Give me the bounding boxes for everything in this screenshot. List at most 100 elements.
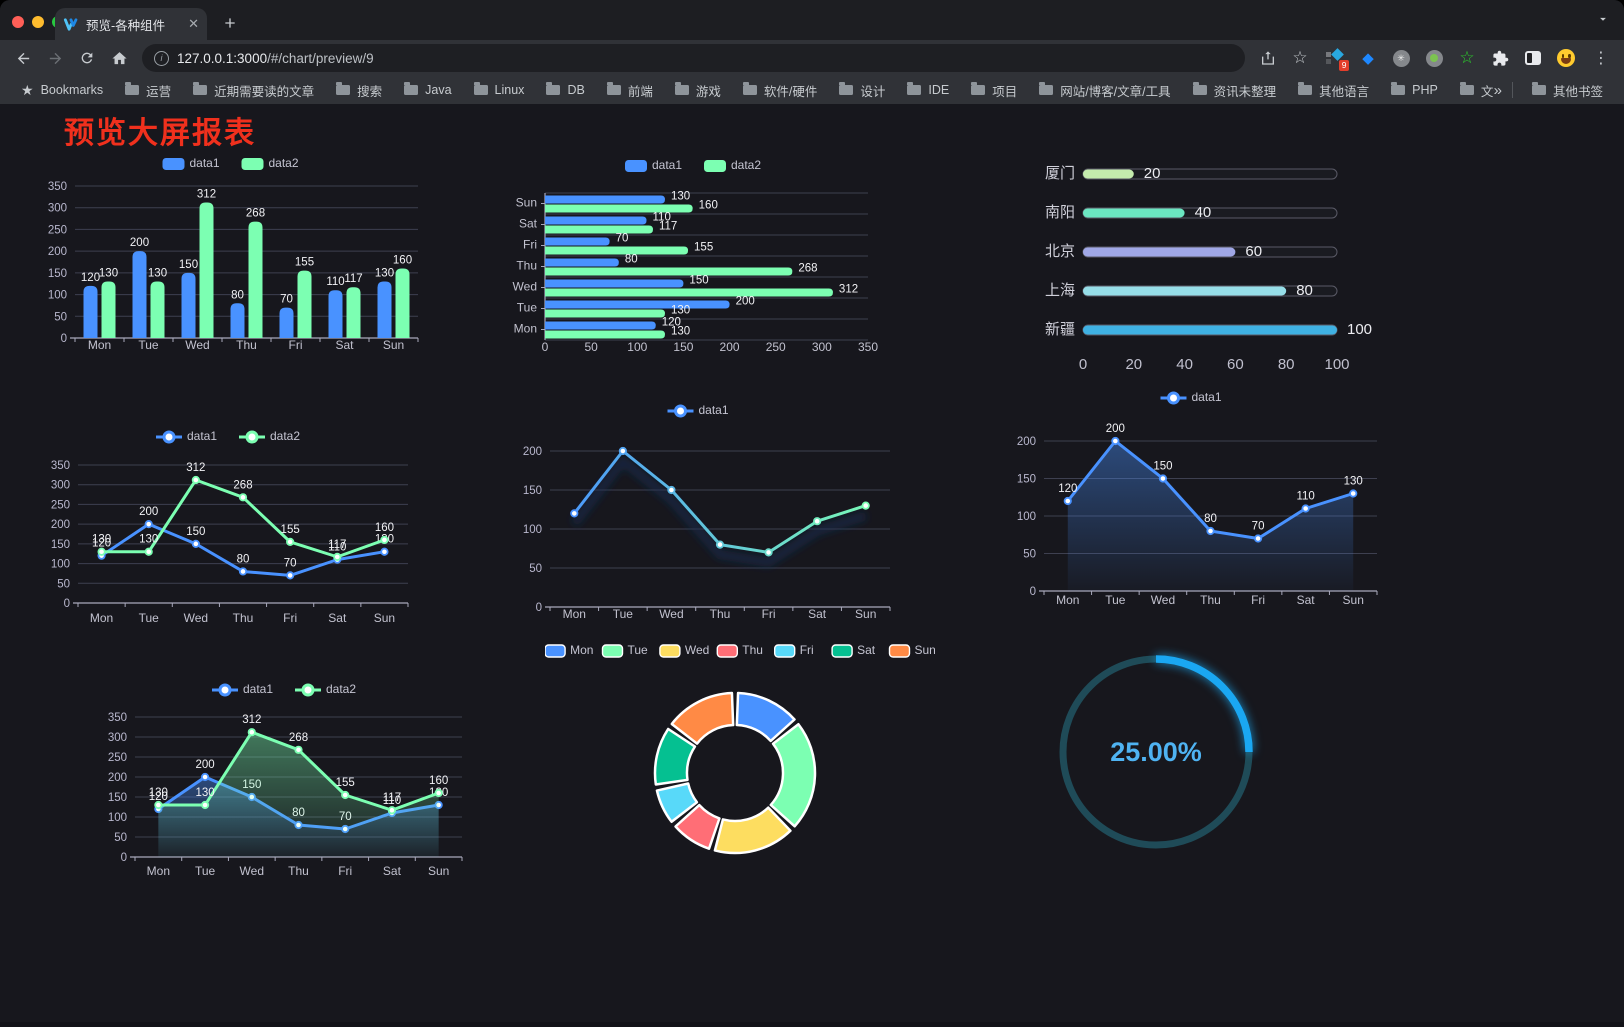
donut-svg[interactable]: Mon Tue Wed Thu Fri Sat Sun [545, 638, 935, 883]
extension-asterisk-circle-icon[interactable]: ✳ [1391, 48, 1411, 68]
svg-text:110: 110 [328, 542, 346, 554]
back-button[interactable] [10, 45, 36, 71]
extension-green-star-icon[interactable]: ☆ [1459, 48, 1475, 67]
line-gradient-svg[interactable]: 0 50 100 150 200 Mon Tue Wed Thu Fri Sat Sun data1 [505, 398, 895, 630]
line-two-series-svg[interactable]: 0 50 100 150 200 250 300 350 Mon Tue Wed Thu Fri Sat S… [45, 425, 415, 632]
menu-button[interactable]: ⋮ [1593, 50, 1609, 67]
extension-puzzle-icon[interactable] [1490, 48, 1510, 68]
window-close-button[interactable] [12, 16, 24, 28]
bookmark-folder[interactable]: Linux [465, 80, 534, 100]
bookmark-folder[interactable]: 搜索 [327, 78, 391, 103]
svg-text:268: 268 [233, 479, 252, 491]
bookmark-folder[interactable]: 文件服务器 [1451, 78, 1494, 103]
bookmark-folder[interactable]: 游戏 [666, 78, 730, 103]
svg-text:50: 50 [584, 340, 598, 354]
bookmark-folder[interactable]: 其他语言 [1289, 78, 1378, 103]
chart-line-two-series[interactable]: 0 50 100 150 200 250 300 350 Mon Tue Wed Thu Fri Sat S… [45, 425, 415, 632]
svg-text:250: 250 [51, 499, 70, 511]
chart-progress-bars[interactable]: 厦门 20 南阳 40 北京 60 上海 80 新疆 100 0 20 40 60 80 100 [1000, 150, 1385, 385]
extension-gem-icon[interactable]: ◆ [1362, 50, 1374, 67]
progress-list-svg[interactable]: 厦门 20 南阳 40 北京 60 上海 80 新疆 100 0 20 40 60 80 100 [1000, 150, 1385, 385]
legend-item[interactable]: Wed [659, 643, 709, 658]
svg-text:268: 268 [289, 732, 308, 744]
browser-tab[interactable]: 预览-各种组件 ✕ [55, 8, 207, 40]
legend-item[interactable]: data2 [704, 158, 761, 172]
bookmark-folder[interactable]: IDE [898, 80, 958, 100]
share-button[interactable] [1255, 45, 1281, 71]
svg-text:data1: data1 [187, 429, 217, 443]
chart-line-area-two[interactable]: 0 50 100 150 200 250 300 350 Mon Tue Wed Thu Fri Sat S… [100, 672, 472, 884]
line-area-two-svg[interactable]: 0 50 100 150 200 250 300 350 Mon Tue Wed Thu Fri Sat S… [100, 672, 472, 884]
window-minimize-button[interactable] [32, 16, 44, 28]
chart-bar-horizontal[interactable]: 0 50 100 150 200 250 300 350 Sun 130 160 Sat 110 117 F… [505, 148, 885, 363]
bookmark-folder[interactable]: 网站/博客/文章/工具 [1030, 78, 1179, 103]
folder-icon [907, 82, 922, 95]
legend-item[interactable]: data1 [667, 403, 729, 418]
bookmark-folder[interactable]: 设计 [830, 78, 894, 103]
legend-item[interactable]: Sun [888, 643, 936, 658]
bookmark-folder[interactable]: 前端 [598, 78, 662, 103]
chart-donut[interactable]: Mon Tue Wed Thu Fri Sat Sun [545, 638, 935, 883]
bookmark-folder[interactable]: 软件/硬件 [734, 78, 826, 103]
legend-item[interactable]: data1 [162, 156, 220, 170]
extension-emoji-icon[interactable] [1556, 48, 1576, 68]
bookmarks-root[interactable]: ★ Bookmarks [21, 81, 104, 98]
site-info-icon[interactable]: i [154, 50, 169, 66]
svg-text:155: 155 [295, 257, 314, 269]
chart-bar-vertical[interactable]: 0 50 100 150 200 250 300 350 Mon Tue Wed Thu Fri Sat S… [40, 148, 425, 360]
line-area-svg[interactable]: 0 50 100 150 200 Mon Tue Wed Thu Fri Sat Sun 120 200 1… [998, 386, 1388, 618]
bookmark-folder[interactable]: 运营 [116, 78, 180, 103]
extension-panel-icon[interactable] [1523, 48, 1543, 68]
bar-vertical-svg[interactable]: 0 50 100 150 200 250 300 350 Mon Tue Wed Thu Fri Sat S… [40, 148, 425, 360]
svg-text:Wed: Wed [659, 607, 683, 621]
legend-item[interactable]: Thu [716, 643, 763, 658]
bookmark-folder[interactable]: DB [537, 80, 593, 100]
other-bookmarks-folder[interactable]: 其他书签 [1523, 78, 1612, 103]
new-tab-button[interactable] [218, 11, 242, 35]
legend-item[interactable]: data2 [295, 682, 356, 697]
svg-text:Mon: Mon [1056, 593, 1079, 607]
legend-item[interactable]: data2 [241, 156, 299, 170]
svg-text:50: 50 [54, 311, 67, 323]
bookmark-folder[interactable]: 资讯未整理 [1184, 78, 1286, 103]
chart-gauge[interactable]: 25.00% [1046, 642, 1266, 862]
svg-text:312: 312 [242, 714, 261, 726]
chart-line-area[interactable]: 0 50 100 150 200 Mon Tue Wed Thu Fri Sat Sun 120 200 1… [998, 386, 1388, 618]
legend-item[interactable]: Fri [773, 643, 814, 658]
svg-text:data2: data2 [269, 156, 299, 170]
address-bar[interactable]: i 127.0.0.1:3000/#/chart/preview/9 [142, 44, 1245, 72]
legend-item[interactable]: data1 [1160, 390, 1222, 405]
home-button[interactable] [106, 45, 132, 71]
bookmark-star-button[interactable]: ☆ [1292, 48, 1308, 67]
legend-item[interactable]: data1 [212, 682, 273, 697]
bookmark-folder[interactable]: PHP [1382, 80, 1447, 100]
bookmarks-overflow-chevron[interactable]: » [1493, 81, 1502, 99]
legend-item[interactable]: data1 [156, 429, 217, 444]
extension-green-dot-circle-icon[interactable] [1424, 48, 1444, 68]
gauge-svg[interactable]: 25.00% [1046, 642, 1266, 862]
forward-button[interactable] [42, 45, 68, 71]
svg-text:300: 300 [108, 732, 127, 744]
legend-item[interactable]: data2 [239, 429, 300, 444]
reload-button[interactable] [74, 45, 100, 71]
legend-item[interactable]: Mon [545, 643, 593, 658]
legend-item[interactable]: data1 [625, 158, 682, 172]
tab-close-icon[interactable]: ✕ [188, 16, 199, 31]
svg-text:350: 350 [108, 712, 127, 724]
svg-text:117: 117 [659, 221, 677, 233]
tab-search-chevron-icon[interactable] [1596, 12, 1610, 26]
chart-line-gradient[interactable]: 0 50 100 150 200 Mon Tue Wed Thu Fri Sat Sun data1 [505, 398, 895, 630]
bookmark-folder[interactable]: Java [395, 80, 460, 100]
svg-text:268: 268 [246, 208, 265, 220]
bookmark-folder[interactable]: 项目 [962, 78, 1026, 103]
svg-text:100: 100 [1017, 511, 1036, 523]
extension-grid-diamond-icon[interactable]: 9 [1325, 48, 1349, 71]
legend-item[interactable]: Tue [601, 643, 649, 658]
svg-text:110: 110 [383, 795, 401, 807]
bookmark-folder[interactable]: 近期需要读的文章 [184, 78, 323, 103]
folder-icon [125, 82, 140, 95]
folder-icon [1459, 82, 1474, 95]
legend-item[interactable]: Sat [831, 643, 876, 658]
svg-text:200: 200 [720, 340, 740, 354]
